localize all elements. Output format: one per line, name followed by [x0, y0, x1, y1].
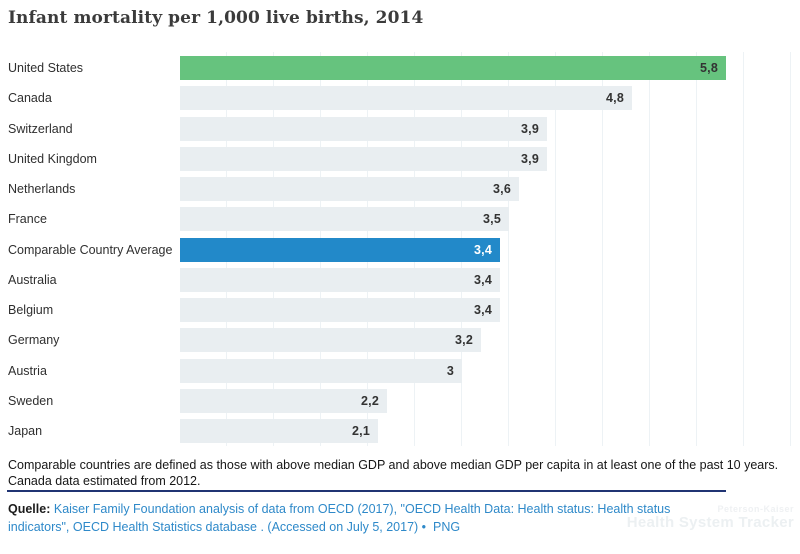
chart-row: Japan 2,1: [0, 419, 800, 443]
footnote-line-2: Canada data estimated from 2012.: [8, 474, 201, 488]
chart-row: Australia 3,4: [0, 267, 800, 292]
bar-gray: 3,4: [180, 267, 500, 292]
chart-row: Comparable Country Average 3,4: [0, 237, 800, 262]
chart-row: United Kingdom 3,9: [0, 146, 800, 171]
category-label: Belgium: [8, 303, 54, 317]
bar-gray: 3,4: [180, 298, 500, 322]
category-label: Canada: [8, 91, 52, 106]
bar-gray: 2,1: [180, 419, 378, 443]
chart-row: Germany 3,2: [0, 328, 800, 353]
footnote: Comparable countries are defined as thos…: [8, 457, 778, 489]
source-block: Quelle: Kaiser Family Foundation analysi…: [8, 500, 670, 536]
value-label: 3,2: [455, 333, 473, 348]
category-label: Austria: [8, 363, 47, 378]
value-label: 5,8: [700, 61, 718, 75]
value-label: 3,6: [493, 182, 511, 196]
divider-rule: [7, 490, 726, 492]
bar-green: 5,8: [180, 56, 726, 80]
value-label: 3,9: [521, 151, 539, 166]
category-label: Germany: [8, 333, 60, 348]
bar-gray: 3,6: [180, 177, 519, 201]
category-label: Australia: [8, 272, 57, 287]
value-label: 2,1: [352, 424, 370, 438]
source-line-1: Quelle: Kaiser Family Foundation analysi…: [8, 500, 670, 518]
chart-row: Austria 3: [0, 358, 800, 383]
category-label: Netherlands: [8, 182, 76, 196]
source-line-2: indicators", OECD Health Statistics data…: [8, 518, 670, 536]
category-label: United States: [8, 61, 84, 75]
category-label: France: [8, 212, 47, 227]
source-link-part2[interactable]: indicators", OECD Health Statistics data…: [8, 520, 419, 534]
bar-gray: 3,9: [180, 146, 547, 171]
bar-gray: 3,2: [180, 328, 481, 353]
category-label: Switzerland: [8, 121, 73, 136]
category-label: Japan: [8, 424, 43, 438]
source-prefix: Quelle:: [8, 502, 51, 516]
chart-title: Infant mortality per 1,000 live births, …: [8, 8, 424, 28]
value-label: 3,4: [474, 242, 492, 257]
bar-gray: 4,8: [180, 86, 632, 111]
bar-gray: 2,2: [180, 388, 387, 413]
value-label: 4,8: [606, 91, 624, 106]
png-download-link[interactable]: PNG: [433, 520, 461, 534]
source-separator: •: [421, 520, 427, 534]
value-label: 3,9: [521, 121, 539, 136]
chart-row: Switzerland 3,9: [0, 116, 800, 141]
chart-row: Belgium 3,4: [0, 298, 800, 322]
chart-row: Netherlands 3,6: [0, 177, 800, 201]
category-label: Sweden: [8, 393, 54, 408]
bar-gray: 3,9: [180, 116, 547, 141]
bar-blue: 3,4: [180, 237, 500, 262]
chart-row: Canada 4,8: [0, 86, 800, 111]
bar-gray: 3,5: [180, 207, 509, 232]
value-label: 3: [446, 363, 454, 378]
chart-row: Sweden 2,2: [0, 388, 800, 413]
bar-chart: United States 5,8 Canada 4,8 Switzerland 3,9 U…: [0, 52, 800, 448]
source-link-part1[interactable]: Kaiser Family Foundation analysis of dat…: [53, 502, 671, 516]
value-label: 3,4: [474, 303, 492, 317]
category-label: Comparable Country Average: [8, 242, 173, 257]
chart-row: United States 5,8: [0, 56, 800, 80]
bar-gray: 3: [180, 358, 462, 383]
value-label: 3,4: [474, 272, 492, 287]
value-label: 2,2: [361, 393, 379, 408]
chart-row: France 3,5: [0, 207, 800, 232]
footnote-line-1: Comparable countries are defined as thos…: [8, 458, 779, 472]
category-label: United Kingdom: [8, 151, 97, 166]
value-label: 3,5: [483, 212, 501, 227]
